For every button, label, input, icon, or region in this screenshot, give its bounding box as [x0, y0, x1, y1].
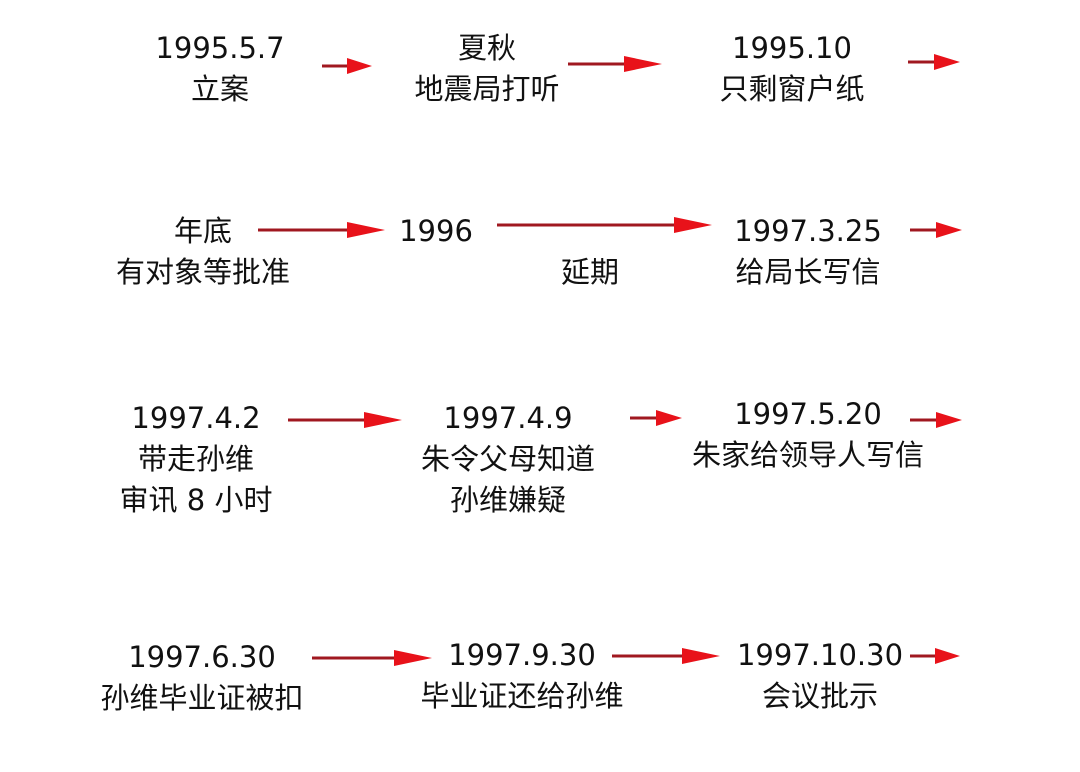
- arrow: [312, 650, 432, 666]
- arrow-head: [656, 410, 682, 426]
- arrow-head: [682, 648, 720, 664]
- arrow: [258, 222, 385, 238]
- event-date: 1995.10: [732, 31, 852, 65]
- event-summer-autumn: 夏秋 地震局打听: [414, 28, 559, 110]
- arrow-head: [935, 648, 960, 664]
- event-date: 年底: [173, 214, 233, 248]
- event-desc: 给局长写信: [735, 255, 881, 289]
- event-desc: 有对象等批准: [115, 255, 291, 289]
- arrow-head: [624, 56, 662, 72]
- event-desc: 会议批示: [761, 679, 879, 713]
- event-desc: 带走孙维: [137, 442, 255, 476]
- event-desc: 毕业证还给孙维: [420, 679, 624, 713]
- arrow-head: [394, 650, 432, 666]
- event-1997-5-20: 1997.5.20 朱家给领导人写信: [692, 394, 924, 476]
- event-1997-4-2: 1997.4.2 带走孙维 审讯 8 小时: [120, 398, 273, 521]
- event-date: 1997.9.30: [448, 638, 596, 672]
- event-date: 1995.5.7: [155, 31, 285, 65]
- arrow: [322, 58, 372, 74]
- event-desc: 延期: [560, 255, 620, 289]
- event-1997-9-30: 1997.9.30 毕业证还给孙维: [420, 635, 623, 717]
- event-date: 1997.4.9: [443, 401, 573, 435]
- event-desc: 审讯 8 小时: [119, 483, 273, 517]
- event-date: 1997.3.25: [734, 214, 882, 248]
- arrow: [612, 648, 720, 664]
- arrow-head: [347, 58, 372, 74]
- event-date: 1996: [399, 214, 473, 248]
- arrow-head: [364, 412, 402, 428]
- event-date: 夏秋: [457, 31, 517, 65]
- arrow: [908, 54, 960, 70]
- event-1997-10-30: 1997.10.30 会议批示: [737, 635, 903, 717]
- event-date: 1997.6.30: [128, 640, 276, 674]
- arrow: [910, 648, 960, 664]
- arrow-head: [674, 217, 712, 233]
- arrow-head: [934, 54, 960, 70]
- event-date: 1997.4.2: [131, 401, 261, 435]
- arrow: [910, 222, 962, 238]
- arrow-head: [936, 222, 962, 238]
- event-desc: 朱家给领导人写信: [691, 438, 925, 472]
- event-desc: 只剩窗户纸: [719, 72, 865, 106]
- arrow-head: [936, 412, 962, 428]
- event-desc: 朱令父母知道: [420, 442, 596, 476]
- event-1997-3-25: 1997.3.25 给局长写信: [734, 211, 882, 293]
- arrow: [910, 412, 962, 428]
- event-date: 1997.10.30: [736, 638, 904, 672]
- event-1997-4-9: 1997.4.9 朱令父母知道 孙维嫌疑: [421, 398, 595, 521]
- event-1995-10: 1995.10 只剩窗户纸: [719, 28, 864, 110]
- event-desc: 立案: [190, 72, 250, 106]
- arrow: [630, 410, 682, 426]
- event-year-end: 年底 有对象等批准: [116, 211, 290, 293]
- arrow: [288, 412, 402, 428]
- event-1995-5-7: 1995.5.7 立案: [155, 28, 284, 110]
- arrow-head: [347, 222, 385, 238]
- event-desc: 孙维嫌疑: [449, 483, 567, 517]
- event-date: 1997.5.20: [734, 397, 882, 431]
- arrow: [568, 56, 662, 72]
- event-1997-6-30: 1997.6.30 孙维毕业证被扣: [100, 637, 303, 719]
- event-1996: 1996: [399, 211, 473, 252]
- event-desc: 地震局打听: [414, 72, 560, 106]
- event-desc: 孙维毕业证被扣: [100, 681, 304, 715]
- event-delay: 延期: [561, 252, 619, 293]
- arrow: [497, 217, 712, 233]
